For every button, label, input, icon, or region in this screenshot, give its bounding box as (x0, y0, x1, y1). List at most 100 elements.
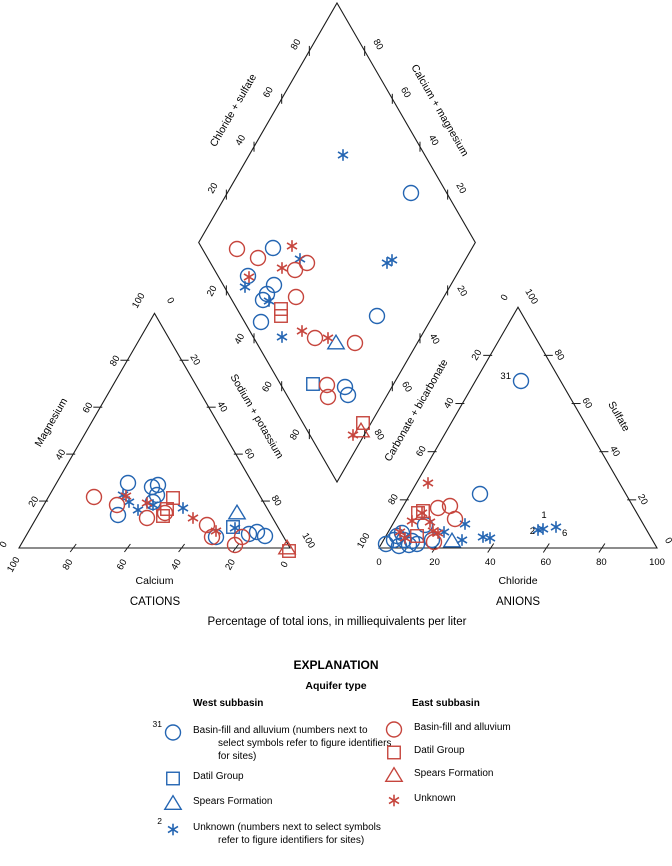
axis-title-sodium-potassium: Sodium + potassium (228, 372, 286, 461)
marker-west_basin_fill (408, 535, 426, 553)
marker-west_unknown (537, 523, 549, 535)
marker-west_unknown (459, 518, 471, 530)
tick-label: 0 (0, 540, 10, 550)
marker-west_basin_fill (400, 536, 418, 554)
marker-east_basin_fill (287, 288, 305, 306)
tick-label: 20 (223, 557, 238, 572)
tick-label: 100 (299, 531, 316, 550)
marker-west_spears (227, 503, 247, 520)
marker-west_unknown (456, 534, 468, 546)
legend-item-label: Spears Formation (193, 796, 273, 807)
axis-title-sulfate: Sulfate (605, 399, 632, 433)
marker-west_basin_fill (239, 267, 257, 285)
marker-east_basin_fill (138, 509, 156, 527)
marker-east_datil (274, 302, 288, 316)
marker-west_basin_fill (109, 506, 127, 524)
marker-west_basin_fill (264, 239, 282, 257)
marker-east_unknown (424, 516, 436, 528)
point-label: 1 (541, 510, 546, 521)
tick-label: 100 (5, 555, 22, 574)
marker-east_basin_fill (318, 376, 336, 394)
legend-asterisk-icon (388, 794, 400, 807)
tick-label: 60 (541, 557, 552, 568)
diamond-outline (198, 1, 476, 484)
marker-west_basin_fill (119, 474, 137, 492)
marker-west_basin_fill (336, 378, 354, 396)
marker-east_basin_fill (108, 496, 126, 514)
marker-west_basin_fill (256, 527, 274, 545)
marker-east_basin_fill (425, 533, 443, 551)
anion-triangle-outline (378, 306, 658, 549)
tick-label: 80 (371, 428, 386, 443)
legend-item-prefix: 2 (157, 816, 162, 826)
cation-triangle-outline (18, 312, 291, 549)
legend-item-label: Unknown (numbers next to select symbols … (193, 822, 381, 846)
marker-east_spears (351, 421, 371, 438)
tick-label: 100 (355, 531, 372, 550)
marker-east_datil (410, 529, 424, 543)
legend-item-label: Basin-fill and alluvium (414, 722, 511, 733)
marker-east_datil (416, 504, 430, 518)
axis-tick (178, 543, 186, 553)
tick-label: 60 (260, 380, 275, 395)
legend-column-west: West subbasin 31 Basin-fill and alluvium (… (146, 696, 392, 846)
marker-east_unknown (141, 497, 153, 509)
tick-label: 80 (288, 428, 303, 443)
marker-west_basin_fill (471, 485, 489, 503)
tick-label: 80 (108, 354, 123, 369)
legend-column-east: East subbasin Basin-fill and alluvium Dati… (367, 696, 511, 807)
legend-column-header: East subbasin (412, 698, 480, 709)
tick-label: 20 (206, 181, 221, 196)
marker-east_unknown (394, 526, 406, 538)
legend-square-icon (387, 745, 401, 760)
legend-circle-glyph (385, 721, 403, 738)
marker-west_unknown (386, 254, 398, 266)
legend-square-glyph (166, 771, 180, 786)
axis-title-calcium-magnesium: Calcium + magnesium (408, 62, 471, 158)
legend-item-west-asterisk: 2 Unknown (numbers next to select symbols… (146, 816, 393, 847)
marker-west_basin_fill (240, 525, 258, 543)
axis-title-magnesium: Magnesium (33, 396, 71, 449)
marker-west_datil (226, 520, 240, 534)
marker-east_datil (356, 416, 370, 430)
legend-item-label: Datil Group (414, 745, 465, 756)
legend-subtitle: Aquifer type (305, 680, 367, 692)
tick-label: 40 (427, 332, 442, 347)
tick-label: 80 (552, 348, 567, 363)
marker-east_basin_fill (298, 254, 316, 272)
tick-label: 40 (169, 557, 184, 572)
marker-east_basin_fill (226, 536, 244, 554)
marker-east_unknown (416, 507, 428, 519)
marker-east_basin_fill (319, 388, 337, 406)
tick-label: 0 (376, 557, 381, 568)
anions-label: ANIONS (496, 596, 540, 608)
legend-column-header: West subbasin (193, 698, 264, 709)
marker-west_basin_fill (512, 372, 530, 390)
tick-label: 80 (289, 37, 304, 52)
legend-asterisk-glyph (167, 823, 179, 836)
tick-label: 80 (596, 557, 607, 568)
tick-label: 20 (453, 181, 468, 196)
tick-label: 60 (261, 85, 276, 100)
figure-caption: Percentage of total ions, in milliequiva… (208, 616, 467, 628)
marker-east_unknown (432, 527, 444, 539)
tick-label: 20 (635, 492, 650, 507)
marker-east_basin_fill (203, 528, 221, 546)
legend-asterisk-icon (167, 823, 179, 836)
tick-label: 80 (370, 37, 385, 52)
legend-item-west-triangle: Spears Formation (146, 793, 393, 813)
tick-label: 60 (579, 396, 594, 411)
marker-west_unknown (239, 281, 251, 293)
tick-label: 20 (429, 557, 440, 568)
marker-east_datil (411, 506, 425, 520)
marker-west_unknown (263, 295, 275, 307)
marker-west_datil (306, 377, 320, 391)
legend-square-glyph (387, 745, 401, 760)
marker-east_datil (160, 502, 174, 516)
tick-label: 40 (442, 396, 457, 411)
tick-label: 60 (81, 401, 96, 416)
marker-east_unknown (120, 490, 132, 502)
marker-east_basin_fill (446, 510, 464, 528)
tick-label: 100 (130, 291, 147, 310)
